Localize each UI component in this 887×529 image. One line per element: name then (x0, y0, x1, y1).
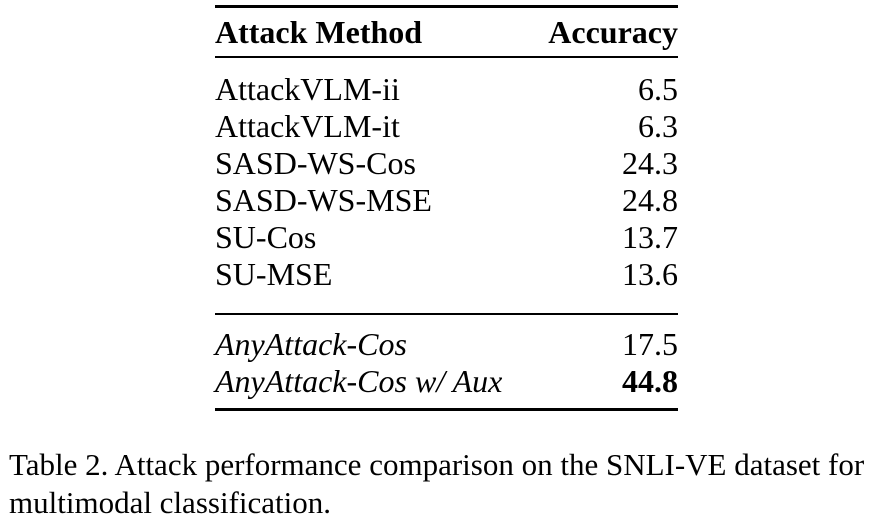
table-header-row: Attack Method Accuracy (215, 8, 678, 56)
accuracy-cell: 24.3 (622, 145, 678, 181)
table-top-rule (215, 5, 678, 8)
table-row: SASD-WS-MSE 24.8 (215, 182, 678, 219)
table-body-baselines: AttackVLM-ii 6.5 AttackVLM-it 6.3 SASD-WS-Co… (215, 58, 678, 313)
column-header-accuracy: Accuracy (548, 13, 678, 50)
method-cell: AnyAttack-Cos w/ Aux (215, 363, 503, 399)
method-cell: AttackVLM-it (215, 108, 400, 144)
table-header-rule (215, 56, 678, 58)
accuracy-cell: 13.6 (622, 256, 678, 292)
accuracy-cell: 24.8 (622, 182, 678, 218)
method-cell: SU-Cos (215, 219, 317, 255)
accuracy-cell: 6.5 (638, 71, 678, 107)
method-cell: SASD-WS-Cos (215, 145, 416, 181)
accuracy-cell: 13.7 (622, 219, 678, 255)
table-row: SASD-WS-Cos 24.3 (215, 145, 678, 182)
accuracy-cell: 44.8 (622, 363, 678, 399)
table-row: AnyAttack-Cos w/ Aux 44.8 (215, 363, 678, 400)
table-body-anyattack: AnyAttack-Cos 17.5 AnyAttack-Cos w/ Aux 44.… (215, 315, 678, 408)
column-header-attack-method: Attack Method (215, 13, 423, 50)
table-caption: Table 2. Attack performance comparison o… (9, 447, 865, 520)
table-row: SU-MSE 13.6 (215, 256, 678, 293)
method-cell: SASD-WS-MSE (215, 182, 432, 218)
table-row: AnyAttack-Cos 17.5 (215, 326, 678, 363)
table-row: AttackVLM-it 6.3 (215, 108, 678, 145)
method-cell: SU-MSE (215, 256, 333, 292)
method-cell: AnyAttack-Cos (215, 326, 407, 362)
table-row: SU-Cos 13.7 (215, 219, 678, 256)
accuracy-cell: 17.5 (622, 326, 678, 362)
attack-results-table: Attack Method Accuracy AttackVLM-ii 6.5 At… (215, 5, 678, 411)
table-mid-rule (215, 313, 678, 315)
table-row: AttackVLM-ii 6.5 (215, 71, 678, 108)
method-cell: AttackVLM-ii (215, 71, 400, 107)
table-bottom-rule (215, 408, 678, 411)
accuracy-cell: 6.3 (638, 108, 678, 144)
